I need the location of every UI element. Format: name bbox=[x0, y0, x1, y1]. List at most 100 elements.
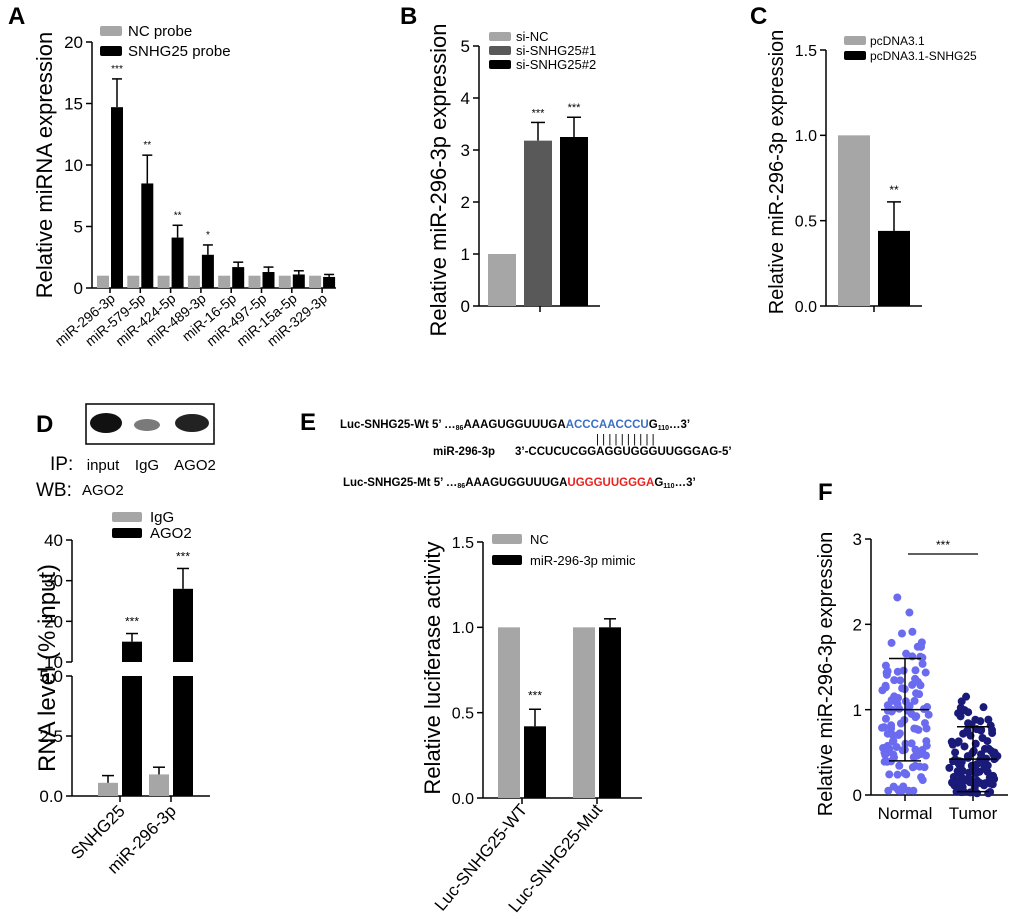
f-x-label: Tumor bbox=[949, 804, 998, 823]
f-point-tumor bbox=[971, 739, 980, 748]
a-bar-nc bbox=[187, 275, 200, 288]
b-y-tick-label: 4 bbox=[461, 89, 470, 108]
c-y-tick-label: 1.5 bbox=[795, 43, 817, 60]
f-point-tumor bbox=[984, 715, 993, 724]
f-x-label: Normal bbox=[878, 804, 933, 823]
c-bar bbox=[838, 135, 870, 306]
legend-snhg25-probe-swatch bbox=[100, 46, 122, 56]
e-bar-mimic bbox=[524, 726, 546, 798]
f-point-tumor bbox=[985, 773, 994, 782]
a-bar-nc bbox=[309, 275, 322, 288]
f-point-normal bbox=[922, 724, 931, 733]
f-point-normal bbox=[893, 770, 902, 779]
sequence-alignment: Luc-SNHG25-Wt 5’ …86AAAGUGGUUUGAACCCAACC… bbox=[340, 419, 732, 490]
f-point-tumor bbox=[973, 760, 982, 769]
f-point-tumor bbox=[954, 768, 963, 777]
d-bar-igg bbox=[149, 774, 169, 796]
f-point-normal bbox=[924, 710, 933, 719]
f-point-tumor bbox=[977, 750, 986, 759]
a-bar-snhg25 bbox=[171, 237, 184, 288]
d-bar-ago2-upper bbox=[122, 641, 142, 662]
panel-letter-f: F bbox=[818, 479, 833, 506]
panel-letter-e: E bbox=[300, 409, 316, 436]
e-y-tick-label: 0.0 bbox=[452, 791, 474, 808]
e-legend-nc-swatch bbox=[492, 534, 522, 544]
legend-snhg25-probe: SNHG25 probe bbox=[128, 43, 231, 60]
a-y-tick-label: 10 bbox=[64, 156, 83, 175]
d-legend-igg: IgG bbox=[150, 509, 174, 526]
b-legend-label: si-NC bbox=[516, 29, 549, 44]
f-point-normal bbox=[895, 729, 904, 738]
c-bar bbox=[878, 230, 910, 306]
b-y-tick-label: 1 bbox=[461, 245, 470, 264]
f-point-tumor bbox=[981, 764, 990, 773]
f-point-tumor bbox=[956, 703, 965, 712]
a-significance: ** bbox=[143, 140, 151, 151]
lane-igg: IgG bbox=[135, 457, 159, 474]
f-point-normal bbox=[895, 761, 904, 770]
f-point-normal bbox=[896, 719, 905, 728]
f-point-normal bbox=[900, 769, 909, 778]
mir-seq: 3’-CCUCUCGGAGGUGGGUUGGGAG-5’ bbox=[515, 446, 732, 458]
f-point-tumor bbox=[967, 777, 976, 786]
f-point-normal bbox=[881, 683, 890, 692]
a-bar-snhg25 bbox=[262, 272, 275, 288]
d-y-tick-label: 10 bbox=[44, 653, 63, 672]
f-significance: *** bbox=[936, 538, 950, 552]
panel-f-ylabel: Relative miR-296-3p expression bbox=[815, 532, 837, 817]
mir-label: miR-296-3p bbox=[433, 446, 495, 458]
a-bar-snhg25 bbox=[141, 183, 154, 288]
f-point-normal bbox=[911, 745, 920, 754]
b-y-tick-label: 5 bbox=[461, 37, 470, 56]
f-point-normal bbox=[902, 649, 911, 658]
c-legend-swatch bbox=[844, 51, 866, 60]
b-y-tick-label: 3 bbox=[461, 141, 470, 160]
b-y-tick-label: 2 bbox=[461, 193, 470, 212]
f-point-normal bbox=[913, 751, 922, 760]
lane-input: input bbox=[87, 457, 120, 474]
a-significance: ** bbox=[174, 210, 182, 221]
a-significance: * bbox=[206, 230, 210, 241]
f-point-tumor bbox=[963, 726, 972, 735]
d-bar-ago2-lower bbox=[122, 676, 142, 796]
f-point-tumor bbox=[951, 748, 960, 757]
d-legend-ago2: AGO2 bbox=[150, 525, 192, 542]
panel-letter-c: C bbox=[750, 3, 767, 30]
f-point-tumor bbox=[975, 778, 984, 787]
f-point-normal bbox=[896, 676, 905, 685]
seq-wt-line: Luc-SNHG25-Wt 5’ …86AAAGUGGUUUGAACCCAACC… bbox=[340, 419, 690, 432]
legend-nc-probe-swatch bbox=[100, 26, 122, 36]
panel-c-ylabel: Relative miR-296-3p expression bbox=[766, 30, 788, 315]
f-point-normal bbox=[911, 666, 920, 675]
f-point-normal bbox=[890, 676, 899, 685]
c-significance: ** bbox=[889, 183, 899, 197]
a-bar-nc bbox=[97, 275, 109, 288]
panel-letter-d: D bbox=[36, 411, 53, 438]
f-point-tumor bbox=[973, 789, 982, 798]
d-y-tick-label: 30 bbox=[44, 572, 63, 591]
a-bar-snhg25 bbox=[292, 274, 305, 288]
f-point-tumor bbox=[984, 789, 993, 798]
f-point-tumor bbox=[964, 708, 973, 717]
e-y-tick-label: 1.5 bbox=[452, 535, 474, 552]
panel-d-ylabel: RNA level (% input) bbox=[34, 564, 61, 772]
a-y-tick-label: 20 bbox=[64, 33, 83, 52]
f-point-normal bbox=[910, 696, 919, 705]
b-y-tick-label: 0 bbox=[461, 297, 470, 316]
f-point-normal bbox=[885, 770, 894, 779]
a-bar-nc bbox=[248, 275, 261, 288]
seq-mt-line: Luc-SNHG25-Mt 5’ …86AAAGUGGUUUGAUGGGUUGG… bbox=[343, 477, 696, 490]
b-bar bbox=[524, 140, 552, 306]
a-bar-nc bbox=[278, 275, 291, 288]
f-point-normal bbox=[910, 724, 919, 733]
d-bar-ago2-lower bbox=[173, 676, 193, 796]
f-point-normal bbox=[887, 721, 896, 730]
f-point-tumor bbox=[953, 738, 962, 747]
d-bar-ago2-upper bbox=[173, 588, 193, 662]
f-point-normal bbox=[897, 629, 906, 638]
f-point-normal bbox=[893, 593, 902, 602]
f-point-normal bbox=[909, 786, 918, 795]
wb-value: AGO2 bbox=[82, 482, 124, 499]
b-legend-swatch bbox=[489, 60, 511, 69]
